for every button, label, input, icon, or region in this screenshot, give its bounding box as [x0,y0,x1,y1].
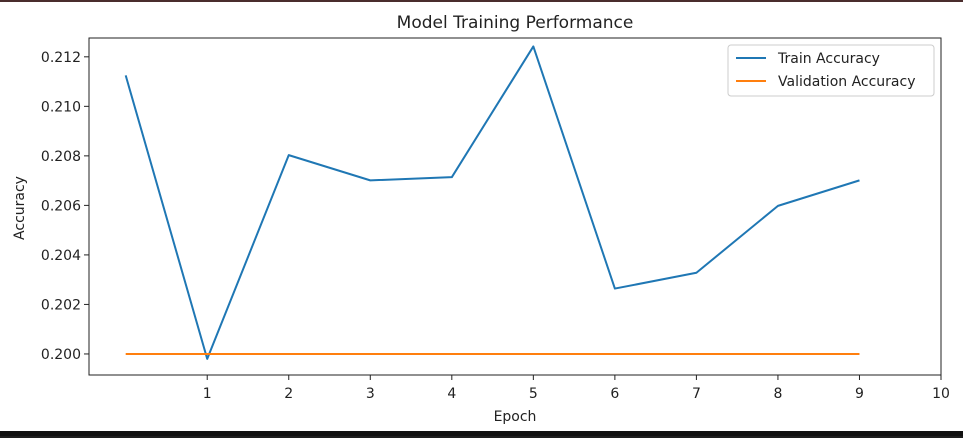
x-axis-label: Epoch [494,409,537,425]
x-axis-ticks: 1 2 3 4 5 6 7 8 9 10 [203,375,950,402]
y-tick-label: 0.202 [41,297,81,313]
y-tick-label: 0.210 [41,99,81,115]
y-tick-label: 0.206 [41,198,81,214]
series-line-train-accuracy [124,45,860,360]
legend: Train Accuracy Validation Accuracy [727,44,935,97]
series-layer [124,45,860,360]
plot-area [88,37,942,376]
x-tick-label: 10 [932,386,950,402]
legend-label-train: Train Accuracy [777,51,880,67]
x-tick-label: 1 [203,386,212,402]
x-tick-label: 9 [855,386,864,402]
x-tick-label: 2 [284,386,293,402]
plot-frame [88,37,942,376]
chart-title: Model Training Performance [397,13,634,33]
y-axis-label: Accuracy [12,176,28,240]
legend-box [727,44,935,97]
x-tick-label: 7 [692,386,701,402]
y-axis-ticks: 0.200 0.202 0.204 0.206 0.208 0.210 0.212 [41,50,89,363]
x-tick-label: 6 [610,386,619,402]
x-tick-label: 5 [529,386,538,402]
legend-label-validation: Validation Accuracy [778,74,916,90]
x-tick-label: 4 [447,386,456,402]
y-tick-label: 0.212 [41,50,81,66]
y-tick-label: 0.200 [41,347,81,363]
x-tick-label: 3 [366,386,375,402]
x-tick-label: 8 [773,386,782,402]
y-tick-label: 0.208 [41,149,81,165]
y-tick-label: 0.204 [41,248,81,264]
